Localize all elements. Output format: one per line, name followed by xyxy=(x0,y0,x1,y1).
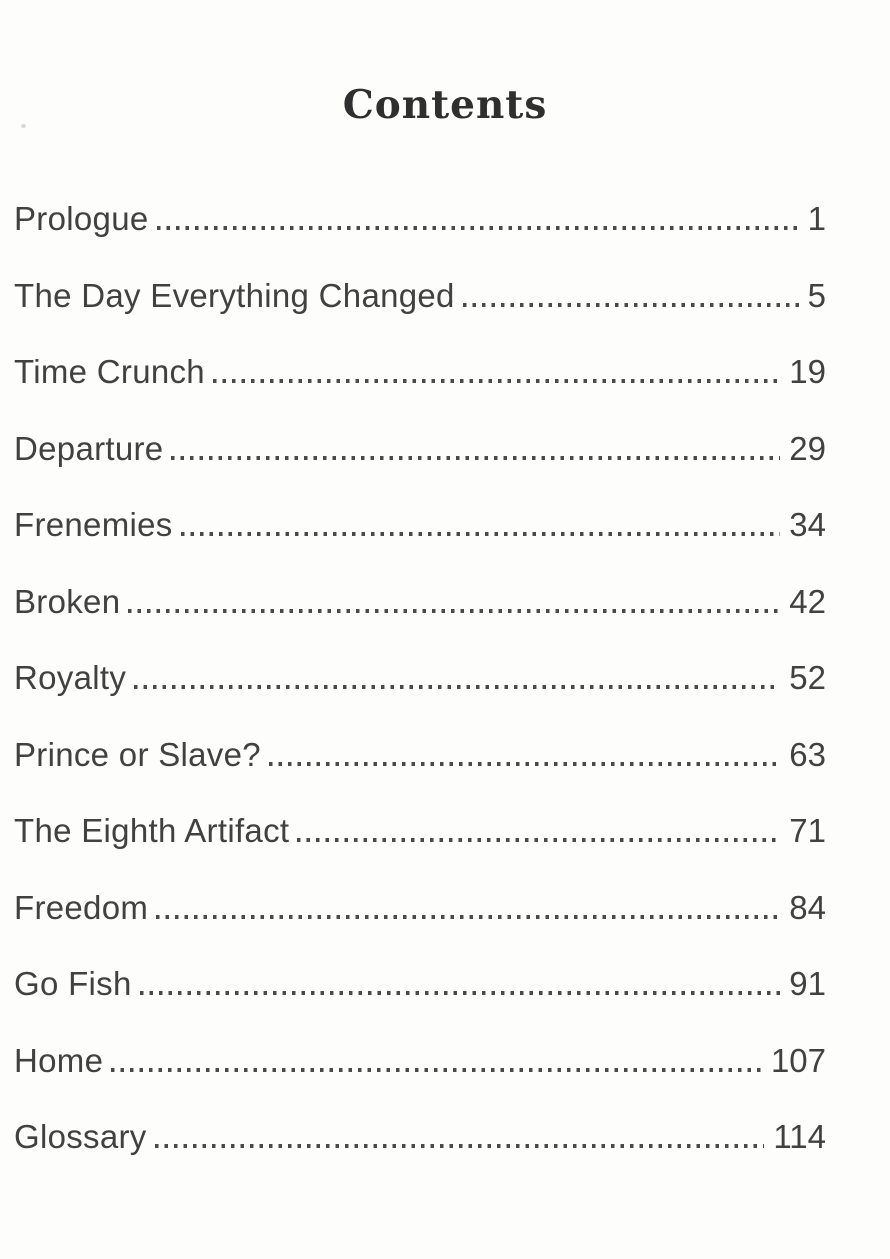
dot-leader xyxy=(180,532,781,537)
toc-entry-label: Prologue xyxy=(14,200,149,238)
toc-entry-page: 1 xyxy=(807,200,826,238)
page-title: Contents xyxy=(342,82,548,129)
toc-entry-page: 29 xyxy=(789,429,826,467)
toc-entry-page: 107 xyxy=(770,1041,826,1079)
toc-entry: Go Fish 91 xyxy=(14,965,826,1042)
toc-entry: Royalty 52 xyxy=(14,659,826,736)
toc-entry: Departure 29 xyxy=(14,430,826,507)
dot-leader xyxy=(297,838,781,843)
toc-entry-page: 52 xyxy=(789,659,826,697)
toc-entry: Time Crunch 19 xyxy=(14,353,826,430)
toc-entry-page: 34 xyxy=(789,506,826,544)
toc-entry-label: Royalty xyxy=(14,659,127,697)
toc-entry: Broken 42 xyxy=(14,583,826,660)
toc-entry-label: The Day Everything Changed xyxy=(14,276,455,314)
toc-entry-label: Time Crunch xyxy=(14,353,205,391)
toc-entry-label: Go Fish xyxy=(14,965,132,1003)
toc-entry-page: 91 xyxy=(789,965,826,1003)
dot-leader xyxy=(111,1067,762,1072)
toc-entry-label: Prince or Slave? xyxy=(14,735,261,773)
dot-leader xyxy=(156,914,781,919)
dot-leader xyxy=(139,991,781,996)
toc-entry: Home 107 xyxy=(14,1042,826,1119)
toc-entry-page: 63 xyxy=(789,735,826,773)
toc-entry: Prince or Slave? 63 xyxy=(14,736,826,813)
toc-entry-page: 42 xyxy=(789,582,826,620)
dot-leader xyxy=(171,455,781,460)
toc-entry-label: Broken xyxy=(14,582,121,620)
dot-leader xyxy=(134,685,781,690)
toc-entry: Frenemies 34 xyxy=(14,506,826,583)
toc-entry: The Eighth Artifact 71 xyxy=(14,812,826,889)
toc-entry: Glossary 114 xyxy=(14,1118,826,1195)
toc-entry-label: Freedom xyxy=(14,888,149,926)
toc-entry-page: 84 xyxy=(789,888,826,926)
toc-entry-label: The Eighth Artifact xyxy=(14,812,290,850)
toc-entry-page: 5 xyxy=(807,276,826,314)
toc-entry: Freedom 84 xyxy=(14,889,826,966)
toc-entry-label: Frenemies xyxy=(14,506,173,544)
dot-leader xyxy=(154,1144,765,1149)
toc-entry-page: 114 xyxy=(773,1118,826,1156)
dot-leader xyxy=(268,761,781,766)
dot-leader xyxy=(156,226,799,231)
toc-entry-label: Glossary xyxy=(14,1118,147,1156)
table-of-contents: Prologue 1 The Day Everything Changed 5 … xyxy=(0,200,890,1195)
dot-leader xyxy=(212,379,781,384)
toc-entry: Prologue 1 xyxy=(14,200,826,277)
toc-entry-page: 71 xyxy=(789,812,826,850)
scan-speck xyxy=(21,124,26,128)
toc-entry: The Day Everything Changed 5 xyxy=(14,277,826,354)
dot-leader xyxy=(128,608,781,613)
toc-entry-label: Home xyxy=(14,1041,104,1079)
dot-leader xyxy=(462,302,799,307)
toc-entry-label: Departure xyxy=(14,429,164,467)
toc-entry-page: 19 xyxy=(789,353,826,391)
